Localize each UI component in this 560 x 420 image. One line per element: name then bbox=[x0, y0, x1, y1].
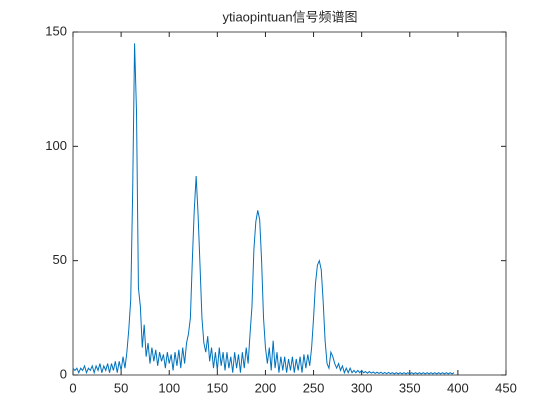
chart-title: ytiaopintuan信号频谱图 bbox=[222, 9, 357, 24]
y-tick-label: 100 bbox=[45, 138, 67, 153]
y-tick-label: 0 bbox=[60, 366, 67, 381]
x-tick-label: 350 bbox=[399, 380, 421, 395]
x-tick-label: 300 bbox=[351, 380, 373, 395]
axes-box bbox=[72, 31, 507, 376]
spectrum-line bbox=[72, 43, 455, 375]
y-tick-label: 50 bbox=[53, 252, 67, 267]
x-tick-label: 100 bbox=[158, 380, 180, 395]
x-tick-label: 150 bbox=[206, 380, 228, 395]
x-tick-label: 450 bbox=[495, 380, 517, 395]
x-tick-label: 0 bbox=[69, 380, 76, 395]
y-tick-label: 150 bbox=[45, 23, 67, 38]
x-tick-label: 400 bbox=[447, 380, 469, 395]
x-tick-label: 50 bbox=[114, 380, 128, 395]
x-tick-label: 200 bbox=[255, 380, 277, 395]
x-tick-label: 250 bbox=[303, 380, 325, 395]
